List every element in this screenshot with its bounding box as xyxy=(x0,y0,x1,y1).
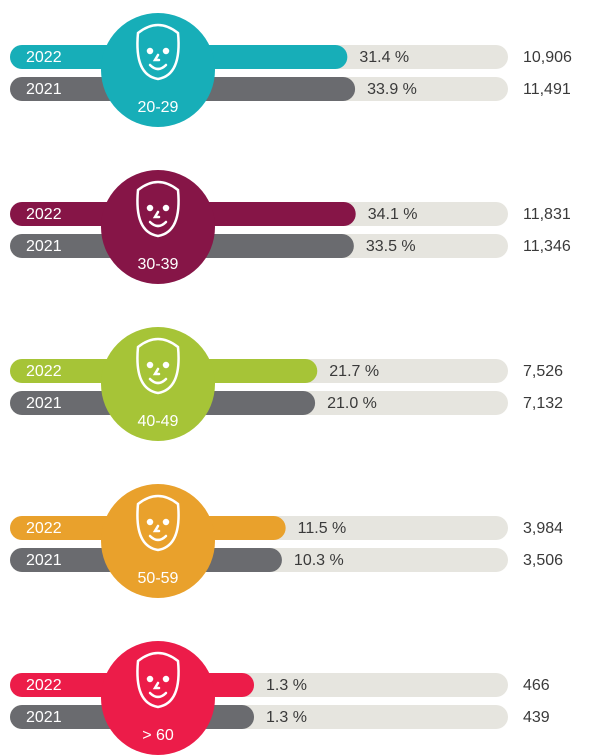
nose xyxy=(152,53,161,62)
value-label: 21.0 % xyxy=(327,395,377,412)
value-label: 1.3 % xyxy=(266,709,307,726)
year-label: 2021 xyxy=(26,81,62,98)
value-label: 1.3 % xyxy=(266,677,307,694)
year-label: 2022 xyxy=(26,363,62,380)
value-label: 31.4 % xyxy=(359,49,409,66)
eye xyxy=(162,675,170,683)
mouth xyxy=(148,220,168,228)
age-label: > 60 xyxy=(142,727,174,744)
mouth xyxy=(148,377,168,385)
value-label: 34.1 % xyxy=(368,206,418,223)
year-label: 2021 xyxy=(26,395,62,412)
mouth xyxy=(148,534,168,542)
eye xyxy=(162,518,170,526)
nose xyxy=(152,367,161,376)
age-label: 40-49 xyxy=(138,413,179,430)
eye xyxy=(162,361,170,369)
count-label: 7,132 xyxy=(523,395,563,412)
year-label: 2021 xyxy=(26,238,62,255)
nose xyxy=(152,524,161,533)
count-label: 11,491 xyxy=(523,81,571,98)
year-label: 2022 xyxy=(26,520,62,537)
value-label: 11.5 % xyxy=(298,520,347,537)
mouth xyxy=(148,691,168,699)
head xyxy=(136,494,180,552)
face-icon xyxy=(136,180,180,238)
count-label: 11,831 xyxy=(523,206,571,223)
value-label: 33.9 % xyxy=(367,81,417,98)
eye xyxy=(146,204,154,212)
count-label: 7,526 xyxy=(523,363,563,380)
count-label: 439 xyxy=(523,709,550,726)
face-icon xyxy=(136,651,180,709)
age-label: 20-29 xyxy=(138,99,179,116)
eye xyxy=(162,47,170,55)
count-label: 3,506 xyxy=(523,552,563,569)
eye xyxy=(146,361,154,369)
head xyxy=(136,337,180,395)
mouth xyxy=(148,63,168,71)
face-icon xyxy=(136,494,180,552)
year-label: 2022 xyxy=(26,677,62,694)
head xyxy=(136,23,180,81)
year-label: 2021 xyxy=(26,709,62,726)
age-label: 50-59 xyxy=(138,570,179,587)
face-icon xyxy=(136,337,180,395)
eye xyxy=(146,518,154,526)
face-icon xyxy=(136,23,180,81)
nose xyxy=(152,210,161,219)
count-label: 10,906 xyxy=(523,49,572,66)
count-label: 466 xyxy=(523,677,550,694)
value-label: 33.5 % xyxy=(366,238,416,255)
eye xyxy=(146,47,154,55)
value-label: 21.7 % xyxy=(329,363,379,380)
count-label: 3,984 xyxy=(523,520,563,537)
eye xyxy=(162,204,170,212)
head xyxy=(136,180,180,238)
year-label: 2022 xyxy=(26,206,62,223)
value-label: 10.3 % xyxy=(294,552,344,569)
count-label: 11,346 xyxy=(523,238,571,255)
nose xyxy=(152,681,161,690)
age-label: 30-39 xyxy=(138,256,179,273)
head xyxy=(136,651,180,709)
year-label: 2021 xyxy=(26,552,62,569)
year-label: 2022 xyxy=(26,49,62,66)
eye xyxy=(146,675,154,683)
